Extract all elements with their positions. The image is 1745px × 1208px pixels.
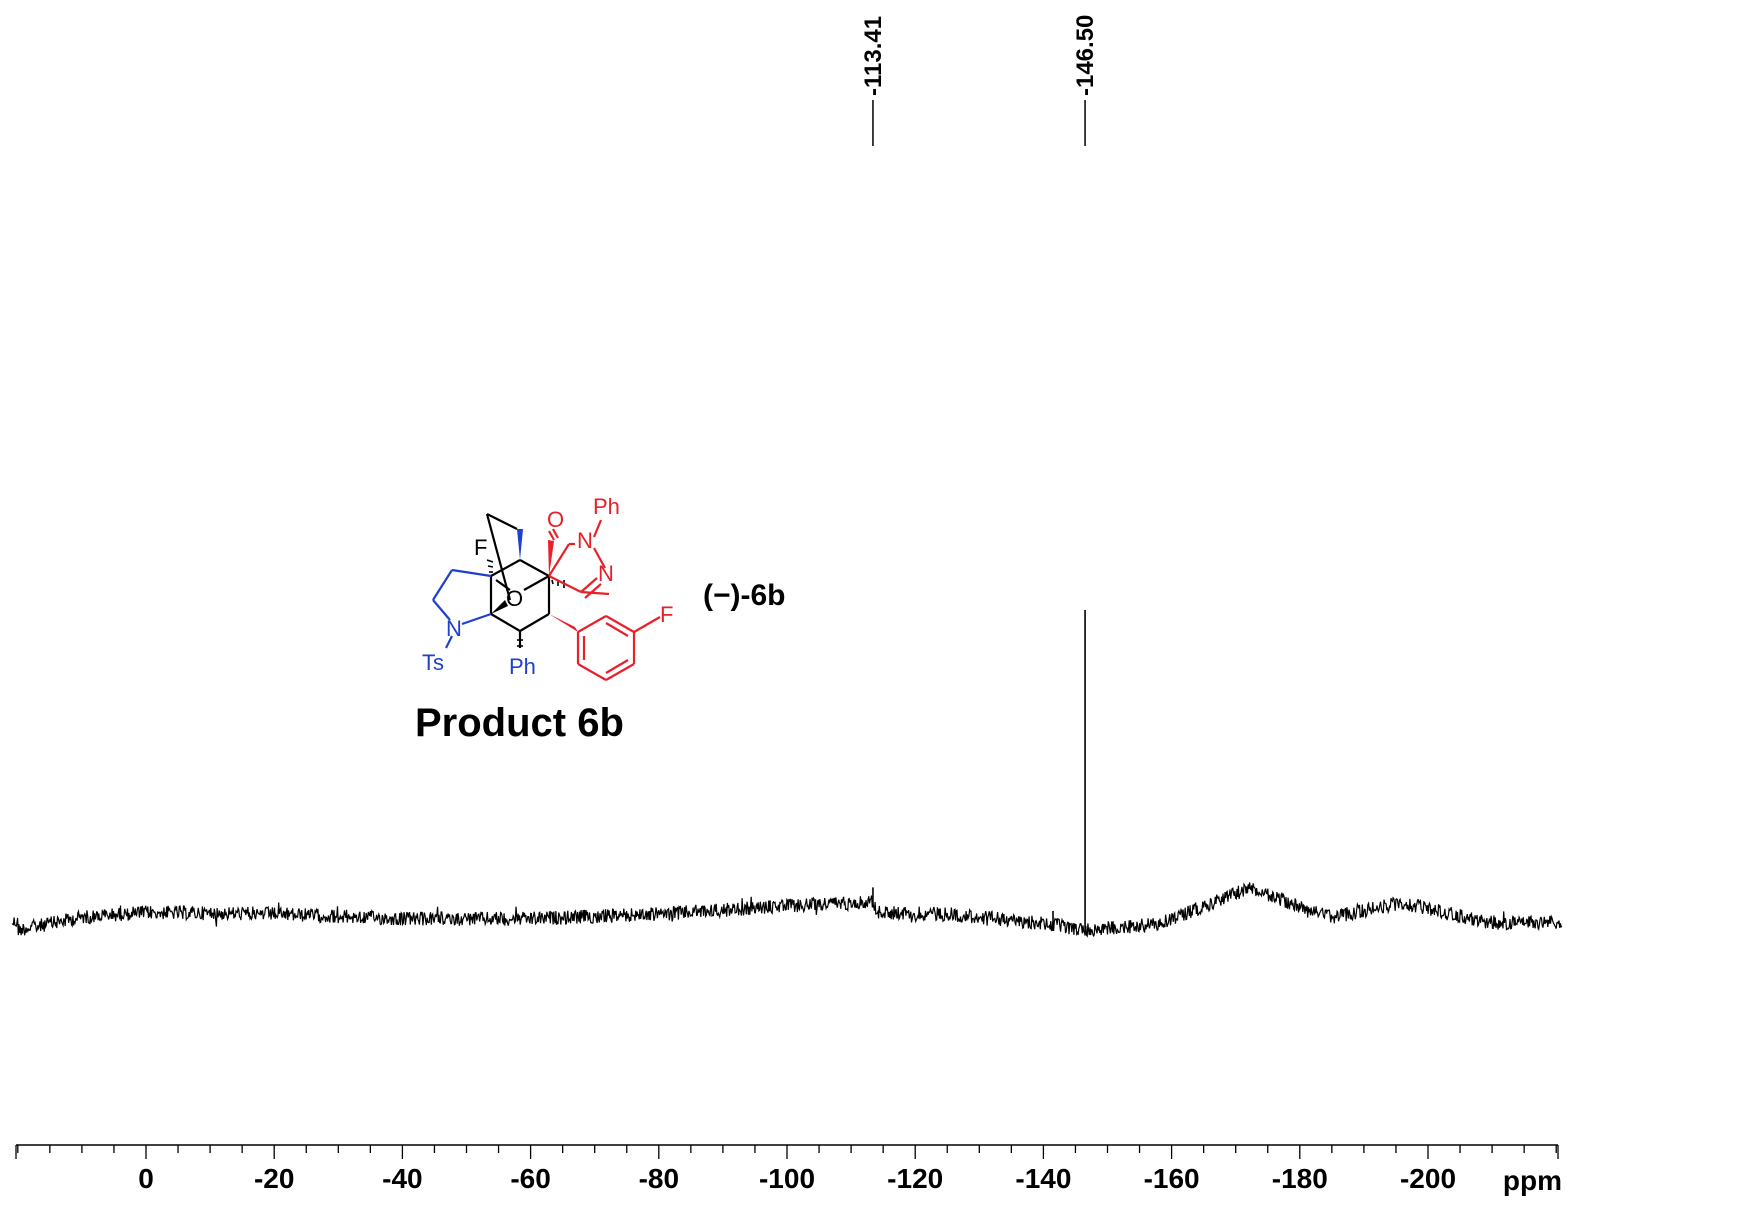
x-tick-label: -200 [1400, 1163, 1456, 1194]
wedge-bond-red-aryl [549, 614, 578, 632]
peak-label: -113.41 [860, 16, 887, 96]
x-tick-label: -20 [254, 1163, 294, 1194]
peak-label: -146.50 [1072, 15, 1099, 96]
core-bonds [485, 513, 551, 648]
atom-ph-top: Ph [593, 494, 620, 519]
atom-n-imine: N [598, 561, 614, 586]
x-tick-label: -100 [759, 1163, 815, 1194]
wedge-bond-black [491, 600, 508, 614]
atom-o-bridge: O [506, 586, 523, 611]
atom-o-carbonyl: O [547, 507, 564, 532]
product-title: Product 6b [415, 701, 624, 745]
pyrazolone-ring [548, 519, 661, 681]
x-tick-label: 0 [138, 1163, 154, 1194]
atom-ts: Ts [422, 650, 444, 675]
x-tick-label: -120 [887, 1163, 943, 1194]
compound-label: (−)-6b [703, 579, 786, 612]
pyrrolidine-ring [432, 568, 492, 649]
spectrum-trace [11, 882, 1563, 938]
x-tick-label: -160 [1144, 1163, 1200, 1194]
atom-ph-bottom: Ph [509, 654, 536, 679]
x-tick-label: -140 [1015, 1163, 1071, 1194]
peak-lines [872, 610, 1086, 936]
atom-n-amide: N [577, 528, 593, 553]
atom-f-aryl: F [660, 602, 673, 627]
x-tick-label: -60 [510, 1163, 550, 1194]
peak-labels: -113.41 -146.50 [860, 15, 1099, 146]
x-axis-ticks: 0 -20 -40 -60 -80 -100 -120 -140 -160 -180 -200 [15, 1145, 1559, 1194]
chemical-structure: F O N Ts Ph O N Ph N F Product 6b (−)-6b [415, 494, 786, 745]
wedge-bond-blue [517, 529, 523, 560]
wedge-bond-red-carbonyl [548, 540, 554, 576]
x-tick-label: -180 [1272, 1163, 1328, 1194]
x-tick-label: -40 [382, 1163, 422, 1194]
atom-n-pyrrolidine: N [446, 616, 462, 641]
atom-f-bridgehead: F [474, 535, 487, 560]
x-axis-unit-label: ppm [1503, 1165, 1562, 1196]
x-tick-label: -80 [639, 1163, 679, 1194]
